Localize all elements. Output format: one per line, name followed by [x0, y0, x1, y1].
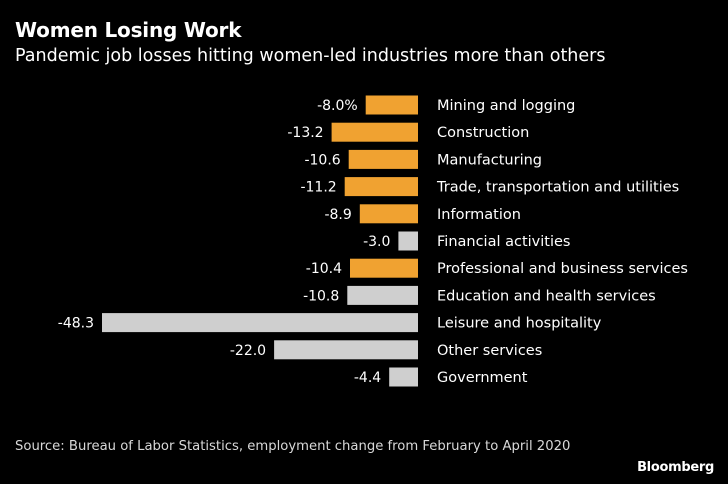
- chart-subtitle: Pandemic job losses hitting women-led in…: [15, 46, 606, 66]
- bar-education-and-health-services: [347, 285, 418, 305]
- bar-government: [389, 367, 418, 387]
- value-label-manufacturing: -10.6: [304, 152, 340, 168]
- category-label-information: Information: [437, 207, 521, 223]
- value-label-information: -8.9: [324, 207, 351, 223]
- bar-financial-activities: [398, 231, 418, 251]
- bar-construction: [331, 122, 418, 142]
- value-label-mining-and-logging: -8.0%: [317, 98, 358, 114]
- bar-mining-and-logging: [365, 95, 418, 115]
- value-label-education-and-health-services: -10.8: [303, 288, 339, 304]
- source-note: Source: Bureau of Labor Statistics, empl…: [15, 439, 571, 454]
- value-label-trade-transportation-and-utilities: -11.2: [300, 180, 336, 196]
- category-label-mining-and-logging: Mining and logging: [437, 98, 575, 114]
- category-label-other-services: Other services: [437, 343, 542, 359]
- value-label-professional-and-business-services: -10.4: [306, 261, 342, 277]
- category-label-professional-and-business-services: Professional and business services: [437, 261, 688, 277]
- chart-title: Women Losing Work: [15, 18, 242, 42]
- value-label-other-services: -22.0: [230, 343, 266, 359]
- category-label-trade-transportation-and-utilities: Trade, transportation and utilities: [436, 180, 679, 196]
- category-label-education-and-health-services: Education and health services: [437, 288, 656, 304]
- bar-other-services: [274, 340, 418, 360]
- bar-leisure-and-hospitality: [102, 313, 418, 333]
- value-label-construction: -13.2: [287, 125, 323, 141]
- value-label-leisure-and-hospitality: -48.3: [58, 316, 94, 332]
- bar-trade-transportation-and-utilities: [344, 177, 418, 197]
- value-label-government: -4.4: [354, 370, 381, 386]
- bar-professional-and-business-services: [350, 258, 418, 278]
- bar-information: [359, 204, 418, 224]
- category-label-government: Government: [437, 370, 528, 386]
- bar-manufacturing: [348, 149, 418, 169]
- category-label-leisure-and-hospitality: Leisure and hospitality: [437, 316, 602, 332]
- category-label-manufacturing: Manufacturing: [437, 152, 542, 168]
- category-label-financial-activities: Financial activities: [437, 234, 570, 250]
- bloomberg-logo: Bloomberg: [637, 460, 714, 475]
- category-label-construction: Construction: [437, 125, 529, 141]
- value-label-financial-activities: -3.0: [363, 234, 390, 250]
